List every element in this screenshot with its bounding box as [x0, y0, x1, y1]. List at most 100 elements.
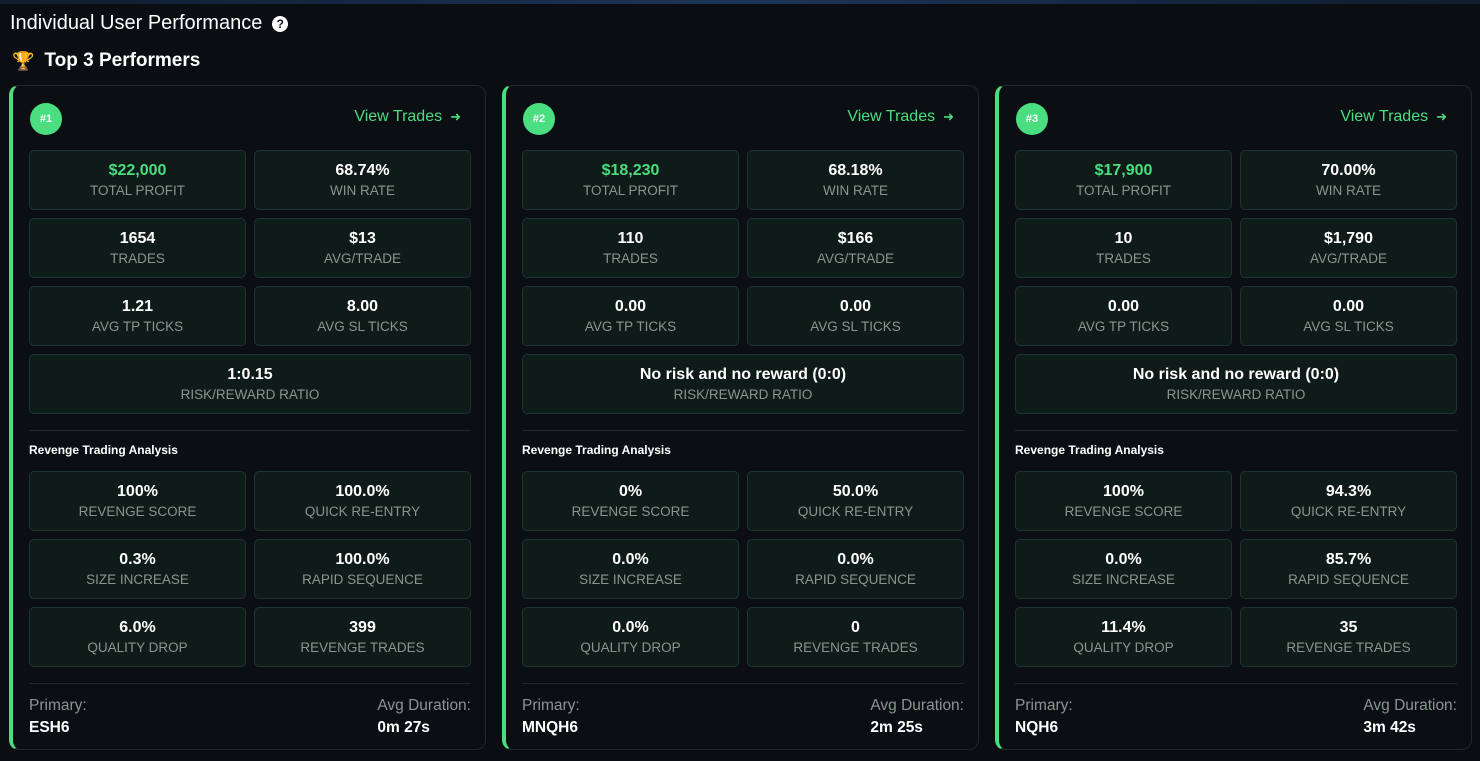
avg-sl-ticks-label: AVG SL TICKS [810, 318, 901, 334]
avg-sl-ticks-value: 8.00 [346, 297, 379, 315]
primary-value: ESH6 [29, 719, 70, 736]
win-rate-value: 68.18% [828, 161, 883, 179]
avg-tp-ticks-label: AVG TP TICKS [1077, 318, 1170, 334]
rapid-sequence-value: 0.0% [837, 550, 874, 568]
section-divider [522, 430, 964, 431]
help-icon[interactable]: ? [272, 15, 289, 32]
revenge-score-label: REVENGE SCORE [1064, 503, 1183, 519]
avg-duration: Avg Duration: 0m 27s [377, 696, 471, 739]
trophy-icon: 🏆 [12, 51, 35, 71]
view-trades-link[interactable]: View Trades ➜ [847, 108, 954, 126]
footer-divider [29, 683, 471, 684]
quick-reentry-value: 50.0% [832, 482, 879, 500]
win-rate-stat: 68.18% WIN RATE [747, 150, 964, 210]
primary-label: Primary: [29, 697, 87, 714]
avg-sl-ticks-stat: 0.00 AVG SL TICKS [747, 286, 964, 346]
top-performers-title: Top 3 Performers [44, 50, 201, 71]
rapid-sequence-stat: 100.0% RAPID SEQUENCE [254, 539, 471, 599]
avg-sl-ticks-value: 0.00 [839, 297, 872, 315]
performer-card-2: #2 View Trades ➜ $18,230 TOTAL PROFIT 68… [502, 85, 979, 750]
revenge-analysis-title: Revenge Trading Analysis [29, 443, 178, 457]
trades-label: TRADES [603, 250, 658, 266]
section-divider [29, 430, 471, 431]
win-rate-label: WIN RATE [823, 182, 888, 198]
revenge-trades-stat: 35 REVENGE TRADES [1240, 607, 1457, 667]
avg-duration-value: 0m 27s [377, 719, 430, 736]
revenge-analysis-title: Revenge Trading Analysis [522, 443, 671, 457]
primary-instrument: Primary: MNQH6 [522, 696, 580, 739]
rank-badge: #1 [30, 103, 62, 135]
win-rate-value: 68.74% [335, 161, 390, 179]
trades-value: 1654 [119, 229, 156, 247]
quick-reentry-label: QUICK RE-ENTRY [304, 503, 421, 519]
footer-divider [1015, 683, 1457, 684]
avg-trade-label: AVG/TRADE [323, 250, 401, 266]
size-increase-value: 0.0% [1105, 550, 1142, 568]
avg-duration: Avg Duration: 3m 42s [1363, 696, 1457, 739]
risk-reward-stat: No risk and no reward (0:0) RISK/REWARD … [1015, 354, 1457, 414]
trades-stat: 110 TRADES [522, 218, 739, 278]
avg-duration-label: Avg Duration: [870, 697, 964, 714]
view-trades-link[interactable]: View Trades ➜ [354, 108, 461, 126]
quality-drop-stat: 6.0% QUALITY DROP [29, 607, 246, 667]
revenge-score-value: 0% [618, 482, 643, 500]
revenge-analysis-title: Revenge Trading Analysis [1015, 443, 1164, 457]
avg-sl-ticks-value: 0.00 [1332, 297, 1365, 315]
view-trades-label: View Trades [354, 108, 443, 125]
quality-drop-label: QUALITY DROP [580, 639, 681, 655]
quick-reentry-label: QUICK RE-ENTRY [797, 503, 914, 519]
revenge-score-stat: 100% REVENGE SCORE [29, 471, 246, 531]
trades-label: TRADES [1096, 250, 1151, 266]
avg-trade-label: AVG/TRADE [816, 250, 894, 266]
revenge-score-value: 100% [117, 482, 158, 500]
rapid-sequence-stat: 85.7% RAPID SEQUENCE [1240, 539, 1457, 599]
size-increase-label: SIZE INCREASE [86, 571, 189, 587]
revenge-trades-label: REVENGE TRADES [1286, 639, 1411, 655]
avg-tp-ticks-value: 0.00 [1107, 297, 1140, 315]
rank-badge: #3 [1016, 103, 1048, 135]
avg-duration-label: Avg Duration: [377, 697, 471, 714]
top-performers-heading: 🏆 Top 3 Performers [12, 50, 200, 72]
revenge-trades-label: REVENGE TRADES [300, 639, 425, 655]
performer-card-3: #3 View Trades ➜ $17,900 TOTAL PROFIT 70… [995, 85, 1472, 750]
rapid-sequence-label: RAPID SEQUENCE [795, 571, 916, 587]
rapid-sequence-value: 85.7% [1325, 550, 1372, 568]
avg-duration-value: 2m 25s [870, 719, 923, 736]
win-rate-label: WIN RATE [330, 182, 395, 198]
quick-reentry-stat: 50.0% QUICK RE-ENTRY [747, 471, 964, 531]
primary-instrument: Primary: NQH6 [1015, 696, 1073, 739]
rank-badge: #2 [523, 103, 555, 135]
view-trades-link[interactable]: View Trades ➜ [1340, 108, 1447, 126]
rapid-sequence-stat: 0.0% RAPID SEQUENCE [747, 539, 964, 599]
risk-reward-stat: No risk and no reward (0:0) RISK/REWARD … [522, 354, 964, 414]
primary-label: Primary: [522, 697, 580, 714]
risk-reward-value: 1:0.15 [227, 365, 273, 383]
avg-tp-ticks-stat: 0.00 AVG TP TICKS [522, 286, 739, 346]
primary-label: Primary: [1015, 697, 1073, 714]
trades-value: 110 [617, 229, 644, 247]
arrow-right-icon: ➜ [943, 109, 954, 124]
revenge-stats-grid: 100% REVENGE SCORE 100.0% QUICK RE-ENTRY… [29, 471, 471, 667]
total-profit-stat: $22,000 TOTAL PROFIT [29, 150, 246, 210]
section-title: Individual User Performance ? [10, 12, 289, 35]
view-trades-label: View Trades [847, 108, 936, 125]
avg-tp-ticks-label: AVG TP TICKS [584, 318, 677, 334]
trades-stat: 1654 TRADES [29, 218, 246, 278]
quality-drop-value: 11.4% [1101, 618, 1146, 636]
quality-drop-value: 6.0% [119, 618, 156, 636]
avg-duration-label: Avg Duration: [1363, 697, 1457, 714]
trades-label: TRADES [110, 250, 165, 266]
total-profit-label: TOTAL PROFIT [1075, 182, 1171, 198]
risk-reward-label: RISK/REWARD RATIO [180, 386, 320, 402]
total-profit-value: $22,000 [108, 161, 167, 179]
view-trades-label: View Trades [1340, 108, 1429, 125]
avg-tp-ticks-label: AVG TP TICKS [91, 318, 184, 334]
win-rate-value: 70.00% [1321, 161, 1376, 179]
trades-value: 10 [1114, 229, 1133, 247]
revenge-score-stat: 100% REVENGE SCORE [1015, 471, 1232, 531]
avg-sl-ticks-stat: 8.00 AVG SL TICKS [254, 286, 471, 346]
risk-reward-label: RISK/REWARD RATIO [673, 386, 813, 402]
size-increase-stat: 0.3% SIZE INCREASE [29, 539, 246, 599]
avg-trade-value: $166 [837, 229, 874, 247]
performance-stats-grid: $17,900 TOTAL PROFIT 70.00% WIN RATE 10 … [1015, 150, 1457, 414]
